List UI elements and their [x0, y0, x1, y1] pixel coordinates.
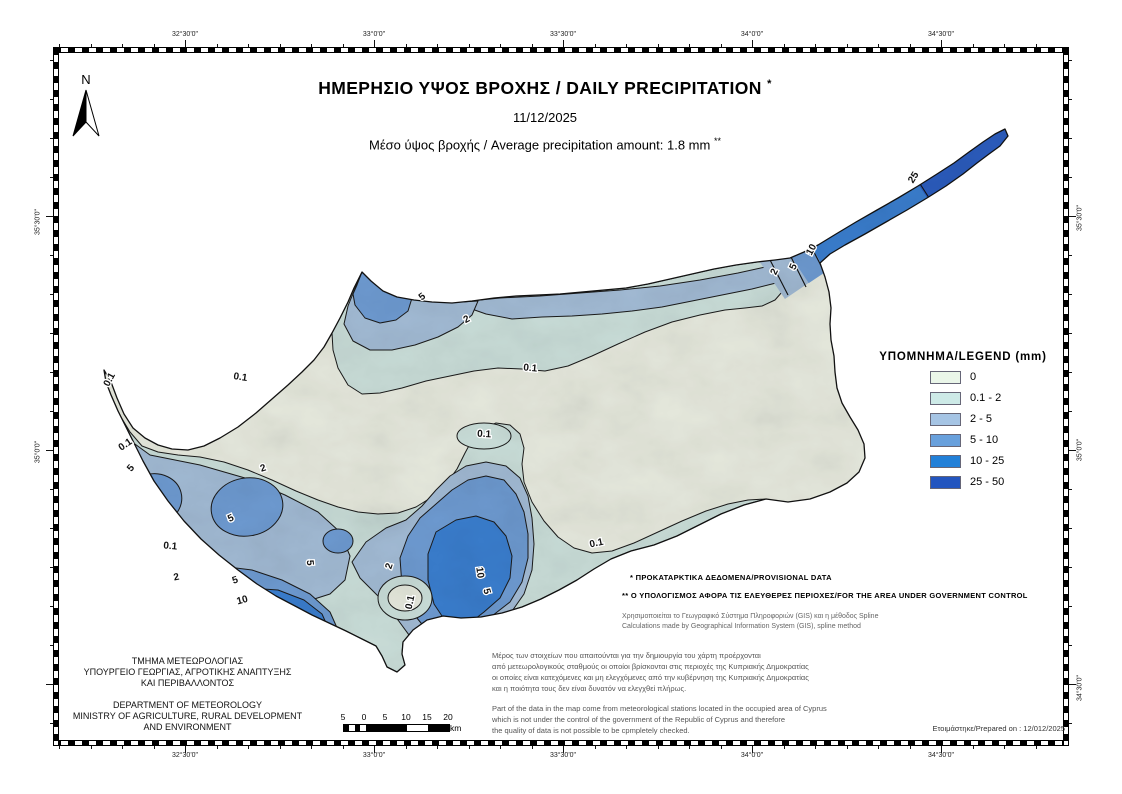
- contour-label: 0.1: [523, 362, 538, 374]
- zone-5-10-swcoast: [211, 565, 339, 659]
- scale-bar-unit: km: [450, 723, 462, 733]
- title-asterisk: *: [767, 78, 772, 91]
- notes-block: * ΠΡΟΚΑΤΑΡΚΤΙΚΑ ΔΕΔΟΜΕΝΑ/PROVISIONAL DAT…: [622, 573, 1028, 632]
- agency-english: DEPARTMENT OF METEOROLOGY MINISTRY OF AGR…: [72, 700, 303, 732]
- legend-swatch: [930, 454, 961, 468]
- page-title: ΗΜΕΡΗΣΙΟ ΥΨΟΣ ΒΡΟΧΗΣ / DAILY PRECIPITATI…: [318, 78, 772, 98]
- zone-5-10-oval-c: [210, 477, 284, 537]
- legend-item: 25 - 50: [930, 475, 1058, 489]
- contour-label: 0.1: [102, 371, 118, 389]
- legend-label: 0: [970, 371, 977, 383]
- contour-label: 2: [384, 561, 396, 570]
- legend-swatch: [930, 433, 961, 447]
- contour-label: 5: [125, 462, 137, 474]
- contour-label: 25: [906, 170, 921, 186]
- disclaimer-block: Μέρος των στοιχείων που απαιτούνται για …: [492, 650, 827, 736]
- legend-swatch: [930, 475, 961, 489]
- scale-bar-number: 10: [401, 712, 411, 722]
- contour-label: 10: [473, 566, 486, 579]
- disclaimer-english: Part of the data in the map come from me…: [492, 704, 827, 735]
- legend: ΥΠΟΜΝΗΜΑ/LEGEND (mm) 0 0.1 - 2 2 - 5 5 - 10…: [868, 351, 1058, 489]
- zone-2-5-karpas: [759, 241, 813, 300]
- frame-top: [53, 47, 1069, 53]
- legend-label: 0.1 - 2: [970, 392, 1002, 404]
- oval-01-2-center: [456, 422, 512, 450]
- zone-2-5-north-strip: [459, 257, 801, 320]
- gis-method-note: Χρησιμοποιείται το Γεωγραφικό Σύστημα Πλ…: [622, 613, 879, 630]
- zone-5-10-kormakitis: [352, 271, 413, 324]
- contour-label: 10: [236, 594, 250, 608]
- zone-2-5-kormakitis: [343, 271, 479, 351]
- map-subtitle: Μέσο ύψος βροχής / Average precipitation…: [369, 136, 721, 153]
- legend-items: 0 0.1 - 2 2 - 5 5 - 10 10 - 25 25 - 50: [868, 370, 1058, 489]
- subtitle-asterisks: **: [713, 136, 721, 146]
- frame-left: [53, 47, 59, 746]
- zone-2-5-west: [104, 414, 351, 656]
- contour-label: 5: [480, 587, 492, 596]
- contour-label: 5: [304, 560, 315, 567]
- contour-label: 5: [226, 512, 236, 525]
- legend-item: 2 - 5: [930, 412, 1058, 426]
- contour-label: 5: [788, 262, 801, 272]
- scale-bar-number: 5: [340, 712, 346, 722]
- contour-label: 0.1: [477, 429, 492, 441]
- zone-10-25-karpas: [802, 165, 936, 271]
- frame-right: [1063, 47, 1069, 746]
- prepared-on: Ετοιμάστηκε/Prepared on : 12/012/2025: [932, 724, 1065, 733]
- map-date: 11/12/2025: [512, 110, 578, 125]
- karpas-contour-lines: [767, 164, 932, 296]
- ring-0-south: [387, 584, 423, 612]
- scale-bar-number: 0: [361, 712, 367, 722]
- agency-greek: ΤΜΗΜΑ ΜΕΤΕΩΡΟΛΟΓΙΑΣ ΥΠΟΥΡΓΕΙΟ ΓΕΩΡΓΙΑΣ, Α…: [83, 656, 292, 688]
- contour-label: 5: [231, 574, 240, 586]
- zone-2-5-south: [351, 461, 535, 653]
- scale-bar-graphic: [343, 724, 450, 732]
- legend-swatch: [930, 370, 961, 384]
- zone-5-10-oval-w: [121, 473, 183, 527]
- contour-label: 0.1: [404, 594, 418, 610]
- scale-bar-number: 20: [443, 712, 453, 722]
- zone-5-10-limassol: [399, 475, 529, 637]
- note-government-control: ** Ο ΥΠΟΛΟΓΙΣΜΟΣ ΑΦΟΡΑ ΤΙΣ ΕΛΕΥΘΕΡΕΣ ΠΕΡ…: [622, 591, 1028, 600]
- legend-item: 0.1 - 2: [930, 391, 1058, 405]
- contour-label: 0.1: [163, 540, 178, 552]
- legend-title: ΥΠΟΜΝΗΜΑ/LEGEND (mm): [879, 351, 1047, 363]
- contour-label: 0.1: [117, 436, 135, 453]
- ring-0-west: [148, 544, 192, 576]
- frame-bottom: [53, 740, 1069, 746]
- legend-swatch: [930, 412, 961, 426]
- legend-label: 5 - 10: [970, 434, 999, 446]
- disclaimer-greek: Μέρος των στοιχείων που απαιτούνται για …: [492, 651, 809, 693]
- scale-bar-number: 5: [382, 712, 388, 722]
- contour-label: 0.1: [589, 537, 605, 551]
- legend-item: 0: [930, 370, 1058, 384]
- legend-label: 25 - 50: [970, 476, 1005, 488]
- scale-bar: 5 0 5 10 15 20 km: [336, 712, 471, 738]
- zone-5-10-karpas: [783, 228, 833, 284]
- zone-10-25-swcoast: [239, 587, 331, 655]
- contour-label: 2: [462, 313, 472, 326]
- ring-01-2-south: [377, 575, 433, 621]
- contour-label: 2: [769, 267, 782, 277]
- contour-label: 5: [417, 291, 429, 303]
- agency-block: ΤΜΗΜΑ ΜΕΤΕΩΡΟΛΟΓΙΑΣ ΥΠΟΥΡΓΕΙΟ ΓΕΩΡΓΙΑΣ, Α…: [55, 656, 320, 733]
- zone-5-10-oval-s: [322, 528, 354, 554]
- contour-label: 0.1: [233, 371, 249, 384]
- contour-label: 10: [804, 242, 819, 257]
- contour-label: 2: [173, 572, 181, 584]
- legend-item: 5 - 10: [930, 433, 1058, 447]
- note-provisional: * ΠΡΟΚΑΤΑΡΚΤΙΚΑ ΔΕΔΟΜΕΝΑ/PROVISIONAL DAT…: [630, 573, 832, 582]
- legend-label: 2 - 5: [970, 413, 993, 425]
- legend-label: 10 - 25: [970, 455, 1005, 467]
- scale-bar-number: 15: [422, 712, 432, 722]
- zone-01-2-north: [331, 244, 819, 395]
- legend-swatch: [930, 391, 961, 405]
- zone-10-25-limassol: [427, 515, 513, 627]
- contour-label: 2: [259, 462, 268, 474]
- legend-item: 10 - 25: [930, 454, 1058, 468]
